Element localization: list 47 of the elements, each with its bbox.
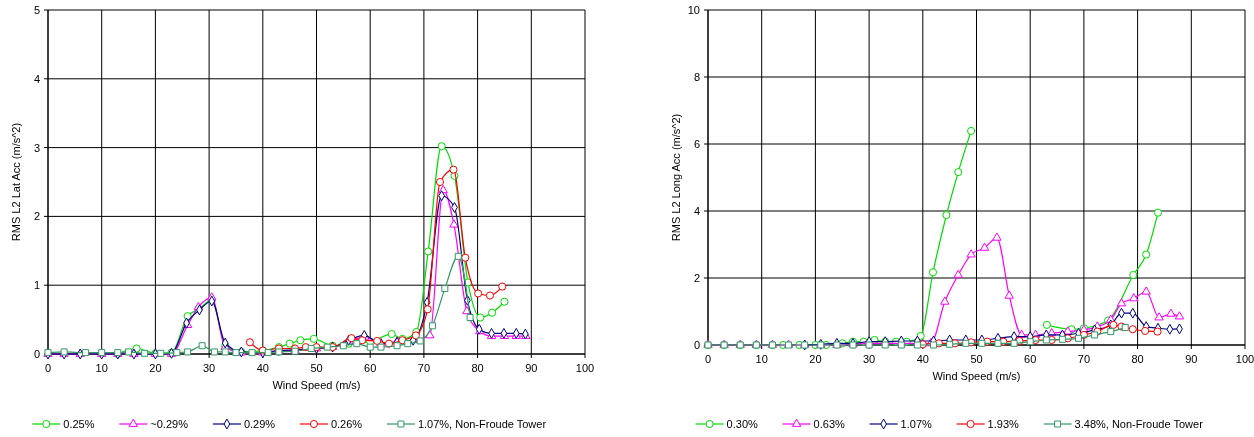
x-tick-label: 30 [862,353,876,365]
x-tick-label: 50 [970,353,983,365]
x-tick-label: 10 [755,353,768,365]
x-tick-label: 60 [1024,353,1037,365]
y-tick-label: 4 [33,72,40,85]
legend-label: 3.48%, Non-Froude Tower [1074,418,1204,430]
legend-label: 1.07%, Non-Froude Tower [417,418,547,430]
y-axis-title: RMS L2 Lat Acc (m/s^2) [10,122,22,242]
x-tick-label: 80 [1131,353,1144,365]
x-tick-label: 0 [704,353,712,365]
y-tick-label: 10 [687,4,700,16]
x-tick-label: 0 [44,362,52,374]
x-tick-label: 100 [575,362,595,374]
legend-label: 0.30% [726,418,759,430]
x-tick-label: 90 [525,362,538,374]
x-tick-label: 100 [1235,353,1254,365]
x-tick-label: 60 [364,362,377,374]
legend-label: ~0.29% [150,418,189,430]
x-axis-title: Wind Speed (m/s) [272,379,361,391]
x-tick-label: 40 [916,353,929,365]
legend-label: 1.07% [900,418,933,430]
x-tick-label: 20 [149,362,162,374]
x-tick-label: 30 [202,362,216,374]
x-tick-label: 80 [471,362,484,374]
legend-label: 1.93% [987,418,1020,430]
x-axis-title: Wind Speed (m/s) [932,370,1021,382]
x-tick-label: 40 [256,362,269,374]
x-tick-label: 20 [809,353,822,365]
y-tick-label: 5 [33,4,40,16]
y-tick-label: 2 [693,272,700,284]
y-axis-title: RMS L2 Long Acc (m/s^2) [670,113,682,242]
legend-label: 0.26% [330,418,363,430]
x-tick-label: 70 [1077,353,1091,365]
y-tick-label: 1 [33,279,40,292]
legend-label: 0.25% [63,418,95,430]
legend-label: 0.29% [243,418,276,430]
x-tick-label: 90 [1185,353,1198,365]
x-tick-label: 70 [417,362,431,374]
x-tick-label: 10 [95,362,108,374]
y-tick-label: 2 [33,210,40,223]
y-tick-label: 4 [693,205,700,217]
y-tick-label: 6 [693,138,700,150]
y-tick-label: 3 [33,141,40,154]
y-tick-label: 0 [693,339,700,351]
legend-label: 0.63% [813,418,846,430]
x-tick-label: 50 [310,362,323,374]
y-tick-label: 8 [693,71,700,83]
